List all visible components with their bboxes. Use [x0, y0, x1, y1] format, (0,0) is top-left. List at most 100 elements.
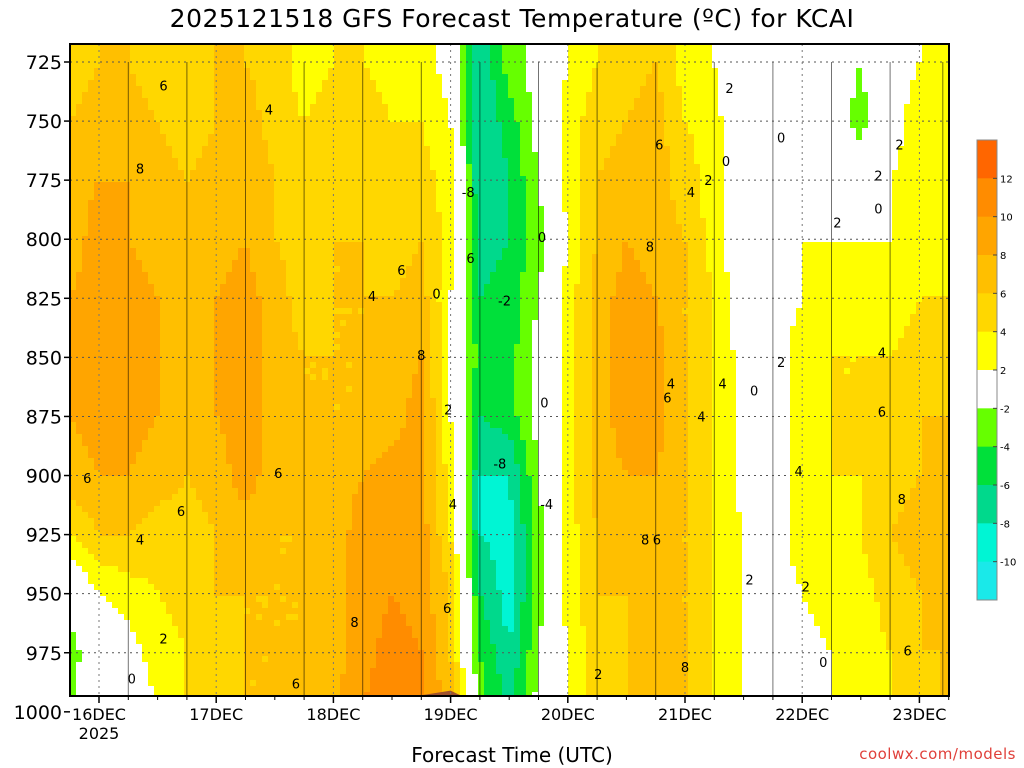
field-cell [232, 92, 239, 99]
field-cell [214, 416, 221, 423]
field-cell [220, 104, 227, 111]
field-cell [220, 350, 227, 357]
field-cell [82, 170, 89, 177]
field-cell [274, 590, 281, 597]
field-cell [196, 194, 203, 201]
field-cell [136, 530, 143, 537]
field-cell [130, 230, 137, 237]
field-cell [166, 326, 173, 333]
field-cell [112, 332, 119, 339]
field-cell [148, 608, 155, 615]
field-cell [262, 650, 269, 657]
field-cell [226, 530, 233, 537]
field-cell [88, 428, 95, 435]
field-cell [328, 104, 335, 111]
field-cell [124, 638, 131, 645]
field-cell [304, 518, 311, 525]
field-cell [136, 56, 143, 63]
field-cell [280, 458, 287, 465]
field-cell [88, 536, 95, 543]
field-cell [76, 170, 83, 177]
field-cell [94, 452, 101, 459]
field-cell [178, 596, 185, 603]
field-cell [232, 518, 239, 525]
field-cell [112, 428, 119, 435]
field-cell [292, 554, 299, 561]
field-cell [178, 452, 185, 459]
field-cell [250, 524, 257, 531]
field-cell [88, 86, 95, 93]
field-cell [292, 656, 299, 663]
field-cell [172, 170, 179, 177]
field-cell [82, 614, 89, 621]
field-cell [280, 542, 287, 549]
field-cell [106, 212, 113, 219]
field-cell [220, 584, 227, 591]
field-cell [154, 152, 161, 159]
field-cell [250, 392, 257, 399]
field-cell [190, 374, 197, 381]
field-cell [280, 416, 287, 423]
field-cell [100, 128, 107, 135]
field-cell [268, 170, 275, 177]
field-cell [100, 80, 107, 87]
field-cell [112, 152, 119, 159]
field-cell [76, 638, 83, 645]
field-cell [184, 50, 191, 57]
field-cell [160, 338, 167, 345]
field-cell [340, 110, 347, 117]
field-cell [118, 356, 125, 363]
field-cell [226, 650, 233, 657]
field-cell [160, 548, 167, 555]
field-cell [112, 296, 119, 303]
field-cell [154, 566, 161, 573]
field-cell [160, 584, 167, 591]
field-cell [274, 470, 281, 477]
field-cell [124, 152, 131, 159]
field-cell [262, 254, 269, 261]
field-cell [310, 578, 317, 585]
field-cell [298, 218, 305, 225]
field-cell [136, 242, 143, 249]
field-cell [94, 380, 101, 387]
field-cell [316, 230, 323, 237]
field-cell [88, 152, 95, 159]
field-cell [214, 50, 221, 57]
field-cell [118, 344, 125, 351]
field-cell [280, 230, 287, 237]
field-cell [172, 482, 179, 489]
field-cell [88, 194, 95, 201]
field-cell [214, 278, 221, 285]
field-cell [118, 302, 125, 309]
field-cell [154, 260, 161, 267]
field-cell [286, 266, 293, 273]
field-cell [340, 44, 347, 51]
field-cell [124, 644, 131, 651]
field-cell [160, 158, 167, 165]
field-cell [214, 326, 221, 333]
field-cell [76, 458, 83, 465]
field-cell [322, 326, 329, 333]
field-cell [316, 362, 323, 369]
field-cell [70, 92, 77, 99]
field-cell [70, 596, 77, 603]
field-cell [76, 44, 83, 51]
field-cell [106, 164, 113, 171]
field-cell [214, 626, 221, 633]
field-cell [328, 416, 335, 423]
field-cell [244, 44, 251, 51]
field-cell [238, 608, 245, 615]
field-cell [70, 452, 77, 459]
field-cell [232, 98, 239, 105]
field-cell [220, 500, 227, 507]
field-cell [310, 656, 317, 663]
field-cell [304, 338, 311, 345]
field-cell [124, 86, 131, 93]
field-cell [148, 440, 155, 447]
field-cell [112, 440, 119, 447]
field-cell [322, 188, 329, 195]
field-cell [136, 572, 143, 579]
field-cell [76, 620, 83, 627]
field-cell [112, 62, 119, 69]
field-cell [310, 482, 317, 489]
